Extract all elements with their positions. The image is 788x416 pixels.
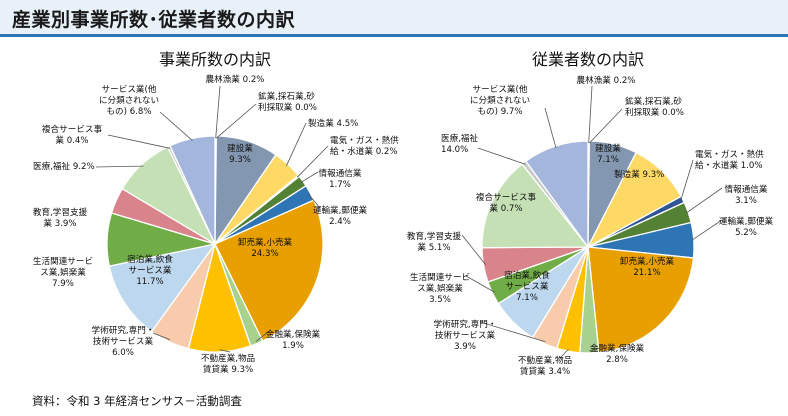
header-band (0, 0, 788, 34)
chart-title-establishments: 事業所数の内訳 (159, 50, 271, 69)
slice-label: 不動産業,物品賃貸業 9.3% (201, 352, 255, 375)
slice-label: 金融業,保険業 2.8% (590, 342, 645, 365)
header-underline (0, 34, 788, 37)
leader-line (219, 349, 231, 353)
slice-label: 教育,学習支援業 3.9% (33, 206, 88, 229)
slice-label: 農林漁業 0.2% (577, 74, 636, 86)
leader-line (152, 332, 171, 341)
pie-slice (108, 243, 217, 333)
leader-line (307, 193, 321, 209)
leader-line (216, 103, 257, 139)
leader-line (477, 147, 526, 165)
slice-label: 学術研究,専門・技術サービス業 6.0% (92, 324, 155, 358)
leader-line (300, 171, 319, 183)
slice-label: 建設業 9.3% (227, 142, 253, 165)
slice-label: 電気・ガス・熱供給・水道業 0.2% (330, 134, 399, 157)
slice-label: 生活関連サービス業,娯楽業 7.9% (33, 255, 93, 289)
slice-label: 医療,福祉 14.0% (441, 132, 479, 155)
slice-label: 製造業 9.3% (614, 168, 664, 180)
slice-label: 宿泊業,飲食サービス業 11.7% (127, 253, 173, 287)
slice-label: 複合サービス事業 0.7% (476, 191, 537, 214)
leader-line (544, 107, 557, 149)
pie-slice (587, 246, 695, 354)
slice-label: 複合サービス事業 0.4% (42, 123, 103, 146)
slice-label: 生活関連サービス業,娯楽業 3.5% (410, 271, 470, 305)
slice-label: 鉱業,採石業,砂利採取業 0.0% (258, 90, 317, 113)
leader-line (589, 108, 623, 144)
chart-title-employees: 従業者数の内訳 (532, 50, 644, 69)
leader-line (680, 159, 694, 201)
slice-label: 運輸業,郵便業 2.4% (313, 204, 368, 227)
leader-line (95, 165, 144, 168)
slice-label: 学術研究,専門・技術サービス業 3.9% (434, 318, 497, 352)
leader-line (255, 331, 269, 342)
leader-line (465, 275, 495, 293)
slice-label: 運輸業,郵便業 5.2% (719, 215, 774, 238)
slice-label: 情報通信業 3.1% (725, 183, 768, 206)
page-title: 産業別事業所数･従業者数の内訳 (12, 9, 296, 31)
slice-label: 教育,学習支援業 5.1% (407, 230, 462, 253)
pie-employees: 農林漁業 0.2% 建設業 7.1% 製造業 9.3% 電気・ガス・熱供給・水道業 1.… (407, 74, 774, 377)
leader-line (296, 145, 329, 178)
leader-line (588, 85, 593, 144)
slice-label: 医療,福祉 9.2% (33, 160, 95, 172)
slice-label: 建設業 7.1% (595, 142, 621, 165)
leader-line (461, 234, 486, 265)
leader-line (286, 122, 307, 167)
slice-label: 鉱業,採石業,砂利採取業 0.0% (625, 95, 684, 118)
leader-line (159, 111, 193, 141)
leader-line (479, 321, 546, 343)
slice-label: 農林漁業 0.2% (206, 73, 265, 85)
leader-line (107, 134, 170, 149)
slice-label: 卸売業,小売業 24.3% (238, 236, 293, 259)
pie-establishments: 農林漁業 0.2% 建設業 9.3% 製造業 4.5% 電気・ガス・熱供給・水道業 0.… (33, 73, 399, 375)
source-note: 資料：令和 3 年経済センサス－活動調査 (32, 394, 242, 408)
slice-label: 製造業 4.5% (308, 117, 358, 129)
slice-label: 不動産業,物品賃貸業 3.4% (518, 354, 572, 377)
leader-line (691, 219, 723, 241)
slice-label: 電気・ガス・熱供給・水道業 1.0% (695, 148, 764, 171)
pie-slice (169, 135, 216, 245)
pie-slice (214, 199, 324, 342)
slice-label: サービス業(他に分類されないもの) 6.8% (99, 83, 159, 117)
leader-line (559, 348, 569, 359)
slice-label: サービス業(他に分類されないもの) 9.7% (470, 83, 530, 117)
leader-line (589, 347, 601, 352)
slice-label: 情報通信業 1.7% (319, 167, 362, 190)
slice-label: 宿泊業,飲食サービス業 7.1% (504, 269, 550, 303)
leader-line (685, 187, 723, 214)
pie-slice (481, 163, 590, 249)
slice-label: 金融業,保険業 1.9% (266, 328, 321, 351)
leader-line (215, 85, 221, 139)
slice-label: 卸売業,小売業 21.1% (620, 255, 675, 278)
